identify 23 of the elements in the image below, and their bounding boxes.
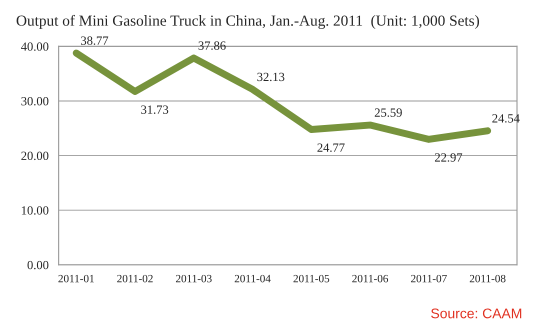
data-label: 32.13 [257, 72, 284, 82]
data-label: 25.59 [374, 108, 402, 117]
y-tick-label: 30.00 [21, 96, 48, 106]
data-label: 22.97 [434, 153, 462, 162]
data-label: 24.77 [317, 143, 345, 152]
x-tick-label: 2011-01 [58, 274, 94, 282]
x-tick-label: 2011-06 [352, 274, 388, 282]
x-tick-label: 2011-02 [117, 274, 153, 282]
y-tick-label: 20.00 [21, 152, 48, 160]
x-tick-label: 2011-03 [176, 274, 212, 282]
source-note: Source: CAAM [431, 308, 522, 318]
x-tick-label: 2011-08 [470, 274, 506, 282]
y-tick-label: 0.00 [28, 260, 48, 270]
x-tick-label: 2011-04 [234, 274, 271, 282]
data-label: 24.54 [492, 114, 520, 123]
x-tick-label: 2011-07 [411, 274, 447, 282]
y-tick-label: 40.00 [21, 42, 48, 51]
data-label: 31.73 [141, 105, 168, 114]
y-tick-label: 10.00 [22, 206, 48, 215]
data-label: 37.86 [198, 41, 226, 50]
data-label: 38.77 [81, 36, 108, 45]
x-tick-label: 2011-05 [294, 274, 330, 282]
chart-title: Output of Mini Gasoline Truck in China, Jan.-Aug. 2011 (Unit: 1,000 Sets) [16, 14, 480, 29]
